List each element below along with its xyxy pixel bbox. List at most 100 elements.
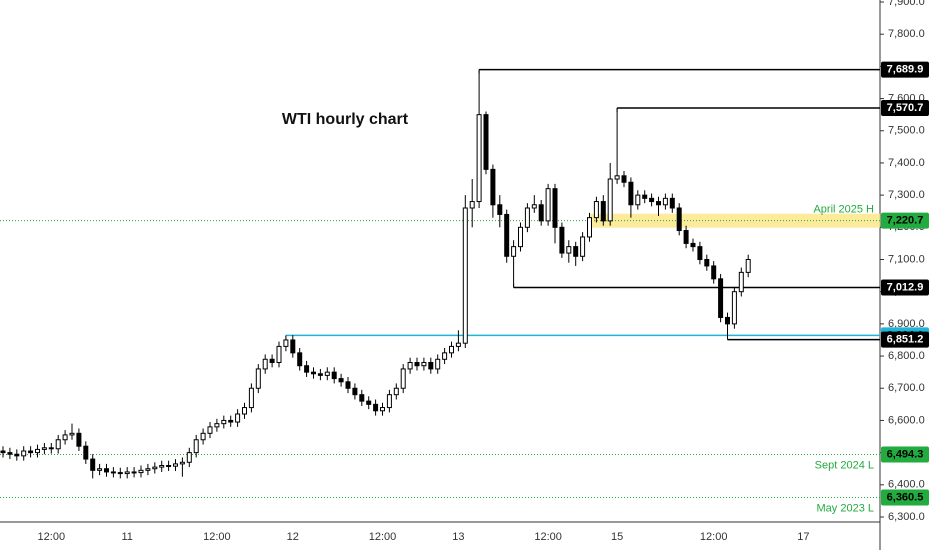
candle-body xyxy=(490,168,496,206)
candle-body xyxy=(552,188,558,228)
price-label: 7,689.9 xyxy=(887,64,924,76)
candle-body xyxy=(497,204,503,215)
candle-body xyxy=(421,362,427,367)
candle-body xyxy=(566,246,572,254)
y-tick-label: 7,400.0 xyxy=(888,157,925,169)
candle-body xyxy=(738,271,744,293)
candle-body xyxy=(518,226,523,248)
candle-body xyxy=(117,472,123,475)
x-tick-label: 11 xyxy=(121,531,132,543)
price-label: 7,220.7 xyxy=(887,215,924,227)
candle-body xyxy=(455,342,461,347)
price-label: 6,360.5 xyxy=(887,491,924,503)
x-tick-label: 12:00 xyxy=(203,531,231,543)
candle-body xyxy=(449,345,454,354)
candle-body xyxy=(359,394,365,402)
candle-body xyxy=(483,114,489,170)
candle-body xyxy=(48,447,54,450)
candle-body xyxy=(386,394,392,409)
candle-body xyxy=(711,265,717,280)
candle-body xyxy=(545,188,551,222)
price-label-box xyxy=(881,331,929,348)
y-tick-label: 7,300.0 xyxy=(888,189,925,201)
candle-body xyxy=(200,432,206,441)
candle-body xyxy=(159,465,165,468)
candle-body xyxy=(538,204,544,222)
candle-body xyxy=(207,426,213,434)
level-name: Sept 2024 L xyxy=(815,459,874,471)
candle-body xyxy=(697,246,703,260)
candle-body xyxy=(476,114,482,203)
candle-body xyxy=(718,278,724,318)
candle-body xyxy=(55,439,61,450)
candle-body xyxy=(166,465,172,467)
candle-body xyxy=(214,423,220,428)
candle-body xyxy=(331,371,337,380)
candle-body xyxy=(511,246,517,257)
y-tick-label: 7,800.0 xyxy=(888,28,925,40)
candle-body xyxy=(400,368,406,389)
candle-body xyxy=(628,181,634,206)
price-label: 7,570.7 xyxy=(887,102,924,114)
level-name: April 2025 H xyxy=(813,204,874,216)
candle-body xyxy=(462,207,468,344)
candle-body xyxy=(186,452,192,463)
candle-body xyxy=(366,400,372,405)
candle-body xyxy=(614,175,620,180)
level-name: May 2023 L xyxy=(817,502,874,514)
candle-body xyxy=(600,201,606,222)
price-label-box xyxy=(881,212,929,229)
candle-body xyxy=(745,259,751,273)
candle-body xyxy=(587,217,592,238)
candle-body xyxy=(662,197,668,206)
candle-body xyxy=(317,373,323,376)
candle-body xyxy=(580,236,586,257)
candle-body xyxy=(380,407,385,412)
candle-body xyxy=(656,201,661,206)
candle-body xyxy=(345,381,351,389)
candle-body xyxy=(41,447,47,450)
candle-body xyxy=(14,453,20,457)
candle-body xyxy=(69,432,75,436)
y-tick-label: 6,400.0 xyxy=(888,479,925,491)
candle-body xyxy=(152,466,158,470)
x-tick-label: 12:00 xyxy=(700,531,728,543)
candle-body xyxy=(179,461,185,465)
y-tick-label: 6,900.0 xyxy=(888,318,925,330)
candle-body xyxy=(504,213,510,257)
y-tick-label: 7,100.0 xyxy=(888,253,925,265)
candle-body xyxy=(731,291,737,325)
candle-body xyxy=(393,387,399,396)
price-label-box xyxy=(881,61,929,78)
y-tick-label: 6,600.0 xyxy=(888,414,925,426)
candle-body xyxy=(0,450,6,454)
y-tick-label: 7,900.0 xyxy=(888,0,925,8)
candle-body xyxy=(248,387,254,409)
candle-body xyxy=(7,452,13,455)
y-tick-label: 6,300.0 xyxy=(888,511,925,523)
chart-title: WTI hourly chart xyxy=(282,111,409,128)
price-label-box xyxy=(881,279,929,296)
candle-body xyxy=(21,450,27,457)
candle-body xyxy=(104,468,109,473)
candle-body xyxy=(373,403,379,412)
x-tick-label: 12 xyxy=(287,531,299,543)
candle-body xyxy=(304,365,310,373)
price-label-box xyxy=(881,99,929,116)
candle-body xyxy=(83,445,89,460)
candle-body xyxy=(262,358,268,370)
candle-body xyxy=(221,419,227,425)
candle-body xyxy=(725,316,730,325)
y-tick-label: 6,700.0 xyxy=(888,382,925,394)
candle-body xyxy=(97,468,103,471)
candle-body xyxy=(173,463,178,467)
candle-body xyxy=(469,201,475,209)
candle-body xyxy=(110,471,116,474)
candle-body xyxy=(311,371,316,375)
candle-body xyxy=(649,197,655,203)
price-label: 6,494.3 xyxy=(887,448,924,460)
candle-body xyxy=(428,362,434,370)
candle-body xyxy=(621,175,627,183)
candle-body xyxy=(297,352,303,367)
candle-body xyxy=(704,259,710,267)
